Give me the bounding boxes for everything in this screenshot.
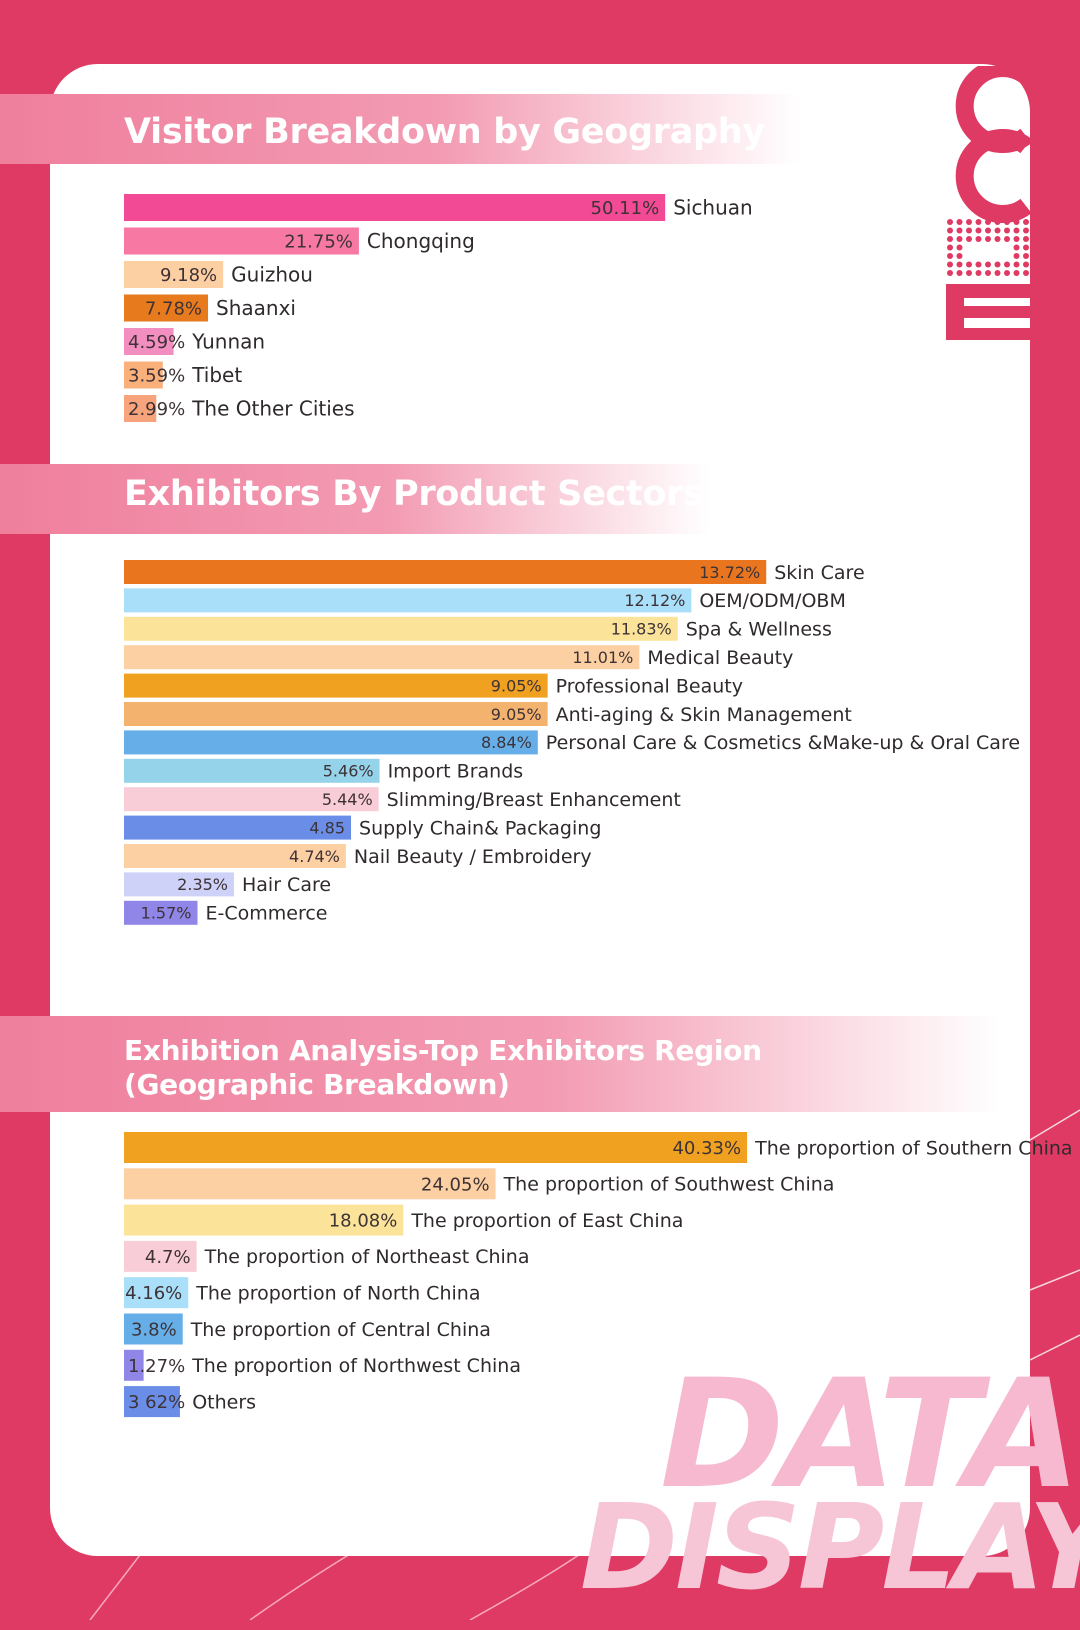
logo-dot bbox=[947, 261, 953, 268]
logo-dot bbox=[1013, 219, 1020, 225]
logo-dot bbox=[985, 270, 991, 276]
logo-dot bbox=[994, 270, 1001, 276]
logo-dot bbox=[1013, 270, 1020, 276]
logo-dot bbox=[1023, 227, 1029, 234]
logo-dot bbox=[947, 270, 953, 276]
logo-dot bbox=[1023, 244, 1029, 251]
logo-dot bbox=[1023, 253, 1029, 259]
logo-dot bbox=[975, 270, 982, 276]
logo-dot bbox=[947, 227, 953, 234]
logo-dot bbox=[1004, 270, 1010, 276]
section-banner-geography bbox=[0, 94, 800, 164]
logo-dot bbox=[975, 219, 982, 225]
logo-dot bbox=[994, 219, 1001, 225]
logo-dot bbox=[947, 219, 953, 225]
logo-dot bbox=[985, 261, 991, 268]
logo-dot bbox=[994, 236, 1001, 242]
section-banner-exhibitors-region bbox=[0, 1016, 1000, 1112]
logo-dot bbox=[956, 219, 963, 225]
logo-dot bbox=[985, 227, 991, 234]
logo-dot bbox=[966, 227, 972, 234]
logo-dot bbox=[956, 236, 963, 242]
logo-dot bbox=[1013, 261, 1020, 268]
logo-dot bbox=[956, 244, 963, 251]
logo-dot bbox=[1004, 219, 1010, 225]
logo-dot bbox=[966, 261, 972, 268]
logo-dot bbox=[1013, 253, 1020, 259]
logo-dot bbox=[947, 244, 953, 251]
logo-dot bbox=[1023, 270, 1029, 276]
section-title-product-sectors: Exhibitors By Product Sectors bbox=[124, 474, 704, 514]
logo-dot bbox=[994, 261, 1001, 268]
logo-dot bbox=[956, 253, 963, 259]
logo-dot bbox=[966, 270, 972, 276]
section-title-exhibitors-region-line2: (Geographic Breakdown) bbox=[124, 1068, 510, 1101]
logo-dot bbox=[1004, 261, 1010, 268]
section-title-geography: Visitor Breakdown by Geography bbox=[124, 112, 765, 152]
cce-logo bbox=[946, 66, 1032, 340]
logo-dot bbox=[975, 236, 982, 242]
section-banner-product-sectors bbox=[0, 464, 710, 534]
logo-dot bbox=[956, 227, 963, 234]
logo-dot bbox=[947, 253, 953, 259]
logo-dot bbox=[1023, 236, 1029, 242]
logo-dot bbox=[966, 219, 972, 225]
logo-dot bbox=[1004, 227, 1010, 234]
logo-dot bbox=[985, 236, 991, 242]
logo-dot bbox=[956, 270, 963, 276]
logo-dot bbox=[966, 236, 972, 242]
section-title-exhibitors-region-line1: Exhibition Analysis-Top Exhibitors Regio… bbox=[124, 1034, 762, 1067]
logo-dot bbox=[975, 261, 982, 268]
logo-dot bbox=[975, 227, 982, 234]
logo-dot bbox=[1013, 227, 1020, 234]
logo-dot bbox=[1023, 261, 1029, 268]
logo-dot bbox=[994, 227, 1001, 234]
logo-dot bbox=[956, 261, 963, 268]
content-card bbox=[50, 64, 1030, 1556]
logo-dot bbox=[1013, 236, 1020, 242]
logo-dot bbox=[947, 236, 953, 242]
logo-dot bbox=[985, 219, 991, 225]
logo-dot bbox=[1004, 236, 1010, 242]
logo-dot bbox=[1013, 244, 1020, 251]
logo-dot bbox=[1023, 219, 1029, 225]
